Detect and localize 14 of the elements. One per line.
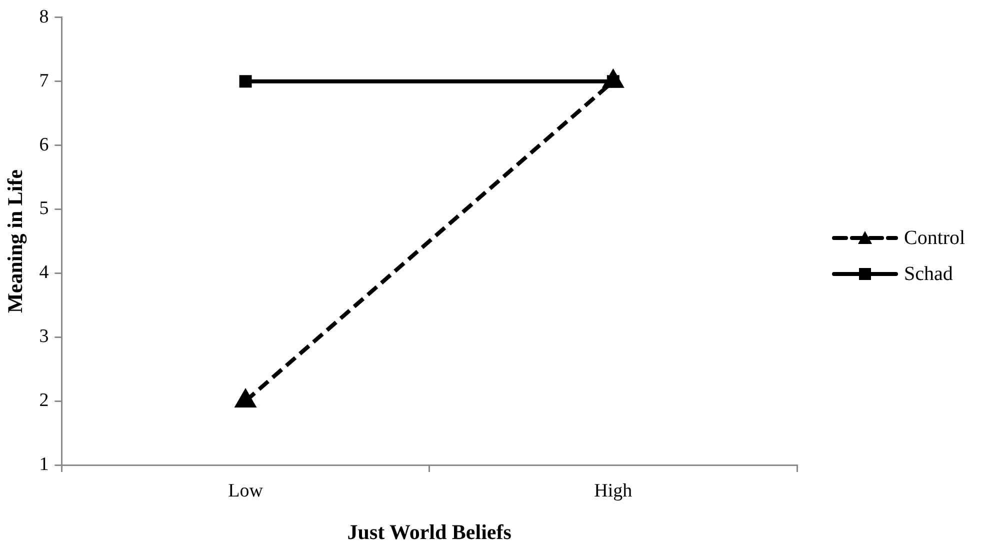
legend-label: Schad [904, 262, 953, 286]
y-tick-label: 3 [39, 326, 49, 348]
x-tick-label: High [594, 480, 633, 502]
y-tick-label: 5 [39, 198, 49, 220]
legend-label: Control [904, 226, 966, 250]
x-axis-title: Just World Beliefs [347, 520, 512, 544]
y-tick-label: 6 [39, 134, 49, 156]
y-tick-label: 7 [39, 70, 49, 92]
y-axis-title: Meaning in Life [3, 169, 28, 313]
x-tick-label: Low [228, 480, 264, 502]
y-tick-label: 8 [39, 6, 49, 28]
y-tick-label: 1 [39, 454, 49, 475]
y-tick-label: 4 [39, 262, 50, 284]
y-tick-label: 2 [39, 390, 49, 412]
